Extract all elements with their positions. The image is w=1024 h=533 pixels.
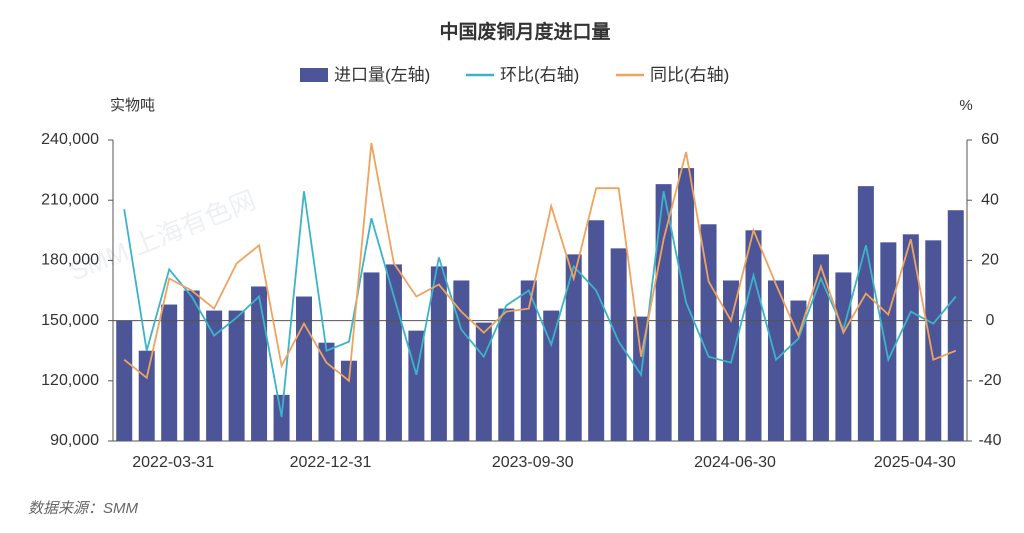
bar <box>206 310 223 441</box>
bar <box>835 272 852 441</box>
legend-label: 环比(右轴) <box>500 65 579 84</box>
bar <box>138 350 155 441</box>
y2-tick-label: -20 <box>978 372 1001 389</box>
legend-label: 同比(右轴) <box>650 65 729 84</box>
bar <box>925 240 942 441</box>
bar <box>498 308 515 441</box>
bar <box>475 322 492 441</box>
bar <box>296 296 313 441</box>
y-tick-label: 150,000 <box>41 312 99 329</box>
bar <box>655 184 672 441</box>
x-tick-label: 2025-04-30 <box>874 454 956 471</box>
bar <box>543 310 560 441</box>
y2-tick-label: 40 <box>981 191 999 208</box>
bar <box>790 300 807 441</box>
bar <box>565 254 582 441</box>
bar <box>857 186 874 441</box>
bar <box>610 248 627 441</box>
x-tick-label: 2023-09-30 <box>492 454 574 471</box>
bar <box>161 304 178 441</box>
bar <box>588 220 605 441</box>
y2-tick-label: 20 <box>981 252 999 269</box>
bar <box>745 230 762 441</box>
bar <box>363 272 380 441</box>
bar <box>318 342 335 441</box>
bar <box>812 254 829 441</box>
x-tick-label: 2024-06-30 <box>694 454 776 471</box>
bar <box>902 234 919 441</box>
y2-tick-label: 0 <box>986 312 995 329</box>
line <box>123 142 957 383</box>
y-tick-label: 120,000 <box>41 372 99 389</box>
bar <box>880 242 897 441</box>
bar <box>947 210 964 441</box>
legend-swatch <box>300 68 328 82</box>
chart-title: 中国废铜月度进口量 <box>439 20 610 43</box>
bar <box>700 224 717 441</box>
source: 数据来源：SMM <box>28 500 139 517</box>
bar <box>273 394 290 441</box>
y-axis-label: 实物吨 <box>110 97 155 114</box>
y2-axis-label: % <box>959 97 972 114</box>
legend-label: 进口量(左轴) <box>334 65 430 84</box>
bar <box>385 264 402 441</box>
bar <box>251 286 268 441</box>
y-tick-label: 240,000 <box>41 131 99 148</box>
bar <box>430 266 447 441</box>
bar <box>228 310 245 441</box>
x-tick-label: 2022-12-31 <box>290 454 372 471</box>
bar <box>116 320 133 441</box>
y2-tick-label: 60 <box>981 131 999 148</box>
bar <box>340 360 357 441</box>
line <box>123 191 957 418</box>
y2-tick-label: -40 <box>978 432 1001 449</box>
y-tick-label: 210,000 <box>41 191 99 208</box>
bar <box>183 290 200 441</box>
y-tick-label: 90,000 <box>50 432 99 449</box>
x-tick-label: 2022-03-31 <box>132 454 214 471</box>
y-tick-label: 180,000 <box>41 252 99 269</box>
